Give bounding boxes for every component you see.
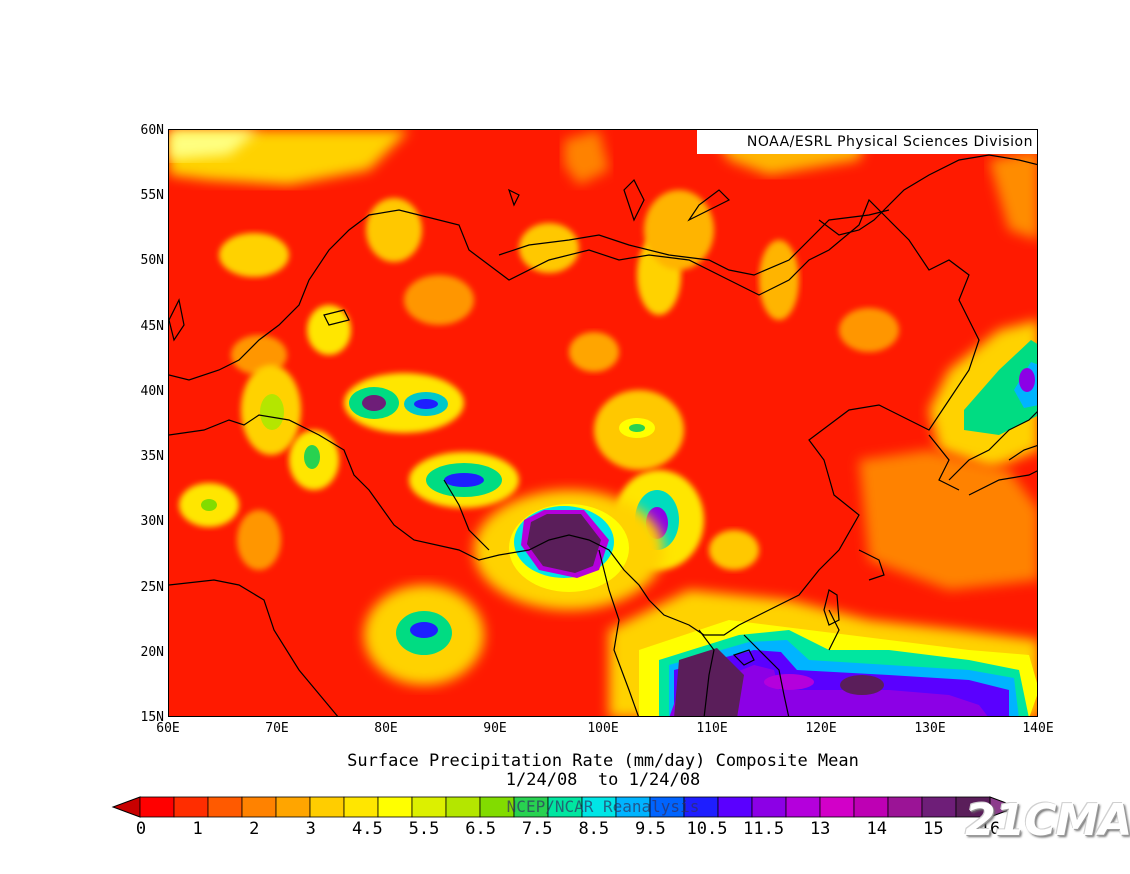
colorbar-tick-label: 9.5 [635,819,666,839]
lat-tick-label: 45N [140,319,164,334]
lat-tick-label: 15N [140,710,164,725]
precip-spot-10 [569,332,619,372]
precip-blob-scs-purple [669,665,988,716]
lat-tick-label: 60N [140,123,164,138]
lon-tick-label: 70E [265,721,289,736]
precip-blob-japan-mid [964,340,1037,435]
source-label: NCEP/NCAR Reanalysis [506,797,700,816]
country-borders [169,154,1037,716]
lat-tick-label: 55N [140,188,164,203]
precip-spot-16 [709,530,759,570]
colorbar-tick-label: 6.5 [465,819,496,839]
precip-blob-n2 [564,130,609,185]
precip-spot-3 [519,223,579,273]
colorbar-tick-label: 8.5 [578,819,610,839]
colorbar-over-arrow [989,796,1019,818]
colorbar-tick-label: 5.5 [408,819,440,839]
colorbar-tick-label: 0 [135,819,147,839]
colorbar-tick-label: 15 [923,819,944,839]
precip-blob-north-west-core [169,130,259,160]
lat-tick-label: 35N [140,449,164,464]
lat-tick-label: 40N [140,384,164,399]
lon-tick-label: 140E [1022,721,1054,736]
lat-tick-label: 20N [140,645,164,660]
lake-baikal-outline [687,189,731,222]
lon-tick-label: 100E [587,721,619,736]
colorbar-tick-label: 14 [866,819,888,839]
watermark-logo: 21CMA [965,795,1130,846]
precip-blob-india-core [410,622,438,638]
colorbar-tick-label: 7.5 [521,819,553,839]
map-title: Surface Precipitation Rate (mm/day) Comp… [347,751,859,771]
lon-tick-label: 120E [805,721,837,736]
colorbar-tick-label: 16 [979,819,1001,839]
caspian-outline [169,298,185,342]
lon-tick-label: 130E [914,721,946,736]
colorbar-under-arrow [111,796,141,818]
colorbar-tick-label: 11.5 [743,819,785,839]
precip-blob-tibet-central-core [444,473,484,487]
precip-blob-east-sea [859,450,1037,590]
colorbar-tick-label: 10.5 [686,819,728,839]
precip-blob-qinghai-core [629,424,645,432]
lon-tick-label: 80E [374,721,398,736]
precip-blob-north-east [989,150,1037,240]
date-range: 1/24/08 to 1/24/08 [505,770,701,790]
precip-field [169,130,1037,716]
hainan-outline [732,649,755,666]
precip-blob-se-tibet-core [527,514,601,573]
lake-outline-n2 [507,188,520,207]
precip-spot-6 [759,240,799,320]
precip-spot-13-core [304,445,320,469]
precip-spot-5 [644,190,714,270]
precipitation-map [168,129,1038,717]
color-scale-bar [111,796,1019,818]
precip-spot-7 [404,275,474,325]
precip-spot-12-core [260,394,284,430]
taiwan-outline [823,589,840,626]
lake-outline-n [623,178,645,222]
lon-tick-label: 110E [696,721,728,736]
precip-blob-kunlun-a-core [362,395,386,411]
coastlines [169,178,840,666]
colorbar-tick-label: 1 [192,819,203,839]
precip-spot-2 [366,198,422,262]
lon-tick-label: 60E [156,721,180,736]
precip-blob-japan-core [1019,368,1035,392]
lat-tick-label: 50N [140,253,164,268]
precip-blob-kunlun-b-core [414,399,438,409]
precip-blob-scs-core-mid [764,674,814,690]
colorbar-tick-label: 3 [305,819,316,839]
lat-tick-label: 30N [140,514,164,529]
precip-spot-1 [219,233,289,277]
precip-spot-15 [237,510,281,570]
precip-spot-9 [231,335,287,375]
lon-tick-label: 90E [483,721,507,736]
map-canvas [169,130,1037,716]
precip-spot-11 [839,308,899,352]
colorbar-tick-label: 13 [809,819,831,839]
colorbar-tick-label: 2 [249,819,260,839]
precip-blob-scs-core-west [674,648,744,716]
lat-tick-label: 25N [140,580,164,595]
lake-balkhash-outline [323,309,350,326]
precip-blob-scs-core-east [840,675,884,695]
precip-spot-14-core [201,499,217,511]
colorbar-tick-label: 4.5 [352,819,383,839]
precip-spot-8 [307,305,351,355]
credit-label: NOAA/ESRL Physical Sciences Division [697,130,1037,154]
